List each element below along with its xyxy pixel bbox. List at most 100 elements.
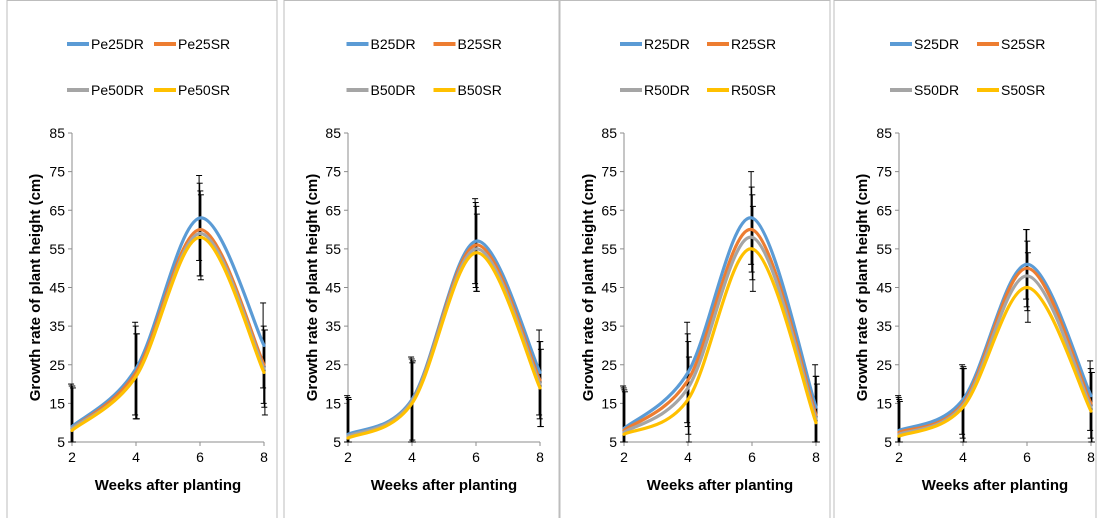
y-axis-label: Growth rate of plant height (cm) <box>580 174 597 402</box>
legend-label: R50DR <box>644 82 690 98</box>
legend-entry: S50DR <box>890 82 959 98</box>
x-tick-label: 6 <box>748 449 756 465</box>
y-tick-label: 85 <box>49 125 65 141</box>
legend-label: S50SR <box>1001 82 1045 98</box>
chart-panel: 5 15 25 35 45 55 65 75 85 2 4 6 8 Weeks after plantin… <box>6 0 278 518</box>
y-tick-label: 5 <box>333 434 341 450</box>
legend-label: R50SR <box>731 82 776 98</box>
x-axis-label: Weeks after planting <box>647 477 793 494</box>
y-tick-label: 55 <box>876 241 892 257</box>
series-line <box>622 216 818 431</box>
legend-label: Pe25DR <box>91 36 144 52</box>
legend-entry: B25SR <box>433 36 502 52</box>
x-axis-label: Weeks after planting <box>922 477 1068 494</box>
y-tick-label: 25 <box>325 357 341 373</box>
legend-entry: R25SR <box>707 36 776 52</box>
y-tick-label: 15 <box>876 395 892 411</box>
x-tick-label: 4 <box>959 449 967 465</box>
legend-entry: B25DR <box>346 36 416 52</box>
y-axis-label: Growth rate of plant height (cm) <box>304 174 321 402</box>
x-tick-label: 8 <box>260 449 268 465</box>
y-tick-label: 15 <box>325 395 341 411</box>
y-tick-label: 75 <box>601 164 617 180</box>
legend-entry: Pe25SR <box>154 36 230 52</box>
panel-frame <box>559 0 831 518</box>
legend-label: R25DR <box>644 36 690 52</box>
panel-frame <box>283 0 560 518</box>
legend-label: S25SR <box>1001 36 1045 52</box>
legend-label: S50DR <box>914 82 959 98</box>
y-tick-label: 15 <box>49 395 65 411</box>
legend-label: B50SR <box>458 82 502 98</box>
y-tick-label: 25 <box>601 357 617 373</box>
x-tick-label: 8 <box>536 449 544 465</box>
y-tick-label: 35 <box>325 318 341 334</box>
y-tick-label: 75 <box>876 164 892 180</box>
y-tick-label: 65 <box>601 202 617 218</box>
legend-entry: Pe50DR <box>67 82 144 98</box>
x-axis-label: Weeks after planting <box>371 477 517 494</box>
y-axis-label: Growth rate of plant height (cm) <box>854 174 871 402</box>
legend-entry: Pe25DR <box>67 36 144 52</box>
legend-label: S25DR <box>914 36 959 52</box>
y-tick-label: 65 <box>876 202 892 218</box>
chart-panel: 5 15 25 35 45 55 65 75 85 2 4 6 8 Weeks after plantin… <box>283 0 560 518</box>
legend-entry: R50SR <box>707 82 776 98</box>
series-line <box>897 285 1093 438</box>
legend-label: B25SR <box>458 36 502 52</box>
legend-label: B25DR <box>371 36 416 52</box>
y-tick-label: 55 <box>49 241 65 257</box>
legend-entry: S25DR <box>890 36 959 52</box>
y-tick-label: 65 <box>325 202 341 218</box>
x-tick-label: 8 <box>812 449 820 465</box>
legend-entry: B50SR <box>433 82 502 98</box>
legend-label: B50DR <box>371 82 416 98</box>
y-tick-label: 45 <box>325 280 341 296</box>
chart-panel: 5 15 25 35 45 55 65 75 85 2 4 6 8 Weeks after plantin… <box>559 0 831 518</box>
y-tick-label: 25 <box>876 357 892 373</box>
x-tick-label: 4 <box>132 449 140 465</box>
y-tick-label: 45 <box>601 280 617 296</box>
y-tick-label: 65 <box>49 202 65 218</box>
x-axis-label: Weeks after planting <box>95 477 241 494</box>
y-tick-label: 15 <box>601 395 617 411</box>
y-tick-label: 45 <box>876 280 892 296</box>
x-tick-label: 4 <box>684 449 692 465</box>
panel-frame <box>833 0 1097 518</box>
y-tick-label: 85 <box>601 125 617 141</box>
y-tick-label: 45 <box>49 280 65 296</box>
y-tick-label: 55 <box>601 241 617 257</box>
legend-entry: S50SR <box>977 82 1045 98</box>
legend-label: R25SR <box>731 36 776 52</box>
panel-frame <box>6 0 278 518</box>
y-tick-label: 55 <box>325 241 341 257</box>
legend-label: Pe50SR <box>178 82 230 98</box>
y-tick-label: 85 <box>325 125 341 141</box>
x-tick-label: 2 <box>895 449 903 465</box>
legend-entry: S25SR <box>977 36 1045 52</box>
y-tick-label: 35 <box>601 318 617 334</box>
series-line <box>70 216 266 429</box>
y-axis-label: Growth rate of plant height (cm) <box>27 174 44 402</box>
y-tick-label: 35 <box>49 318 65 334</box>
legend-entry: B50DR <box>346 82 416 98</box>
series-line <box>622 235 818 434</box>
x-tick-label: 6 <box>1023 449 1031 465</box>
series-line <box>70 235 266 433</box>
y-tick-label: 5 <box>609 434 617 450</box>
series-line <box>346 251 542 440</box>
legend-entry: R25DR <box>620 36 690 52</box>
y-tick-label: 75 <box>325 164 341 180</box>
legend-entry: Pe50SR <box>154 82 230 98</box>
y-tick-label: 25 <box>49 357 65 373</box>
x-tick-label: 8 <box>1087 449 1095 465</box>
legend-entry: R50DR <box>620 82 690 98</box>
x-tick-label: 2 <box>620 449 628 465</box>
x-tick-label: 2 <box>68 449 76 465</box>
y-tick-label: 5 <box>884 434 892 450</box>
x-tick-label: 2 <box>344 449 352 465</box>
y-tick-label: 5 <box>57 434 65 450</box>
legend-label: Pe50DR <box>91 82 144 98</box>
y-tick-label: 35 <box>876 318 892 334</box>
